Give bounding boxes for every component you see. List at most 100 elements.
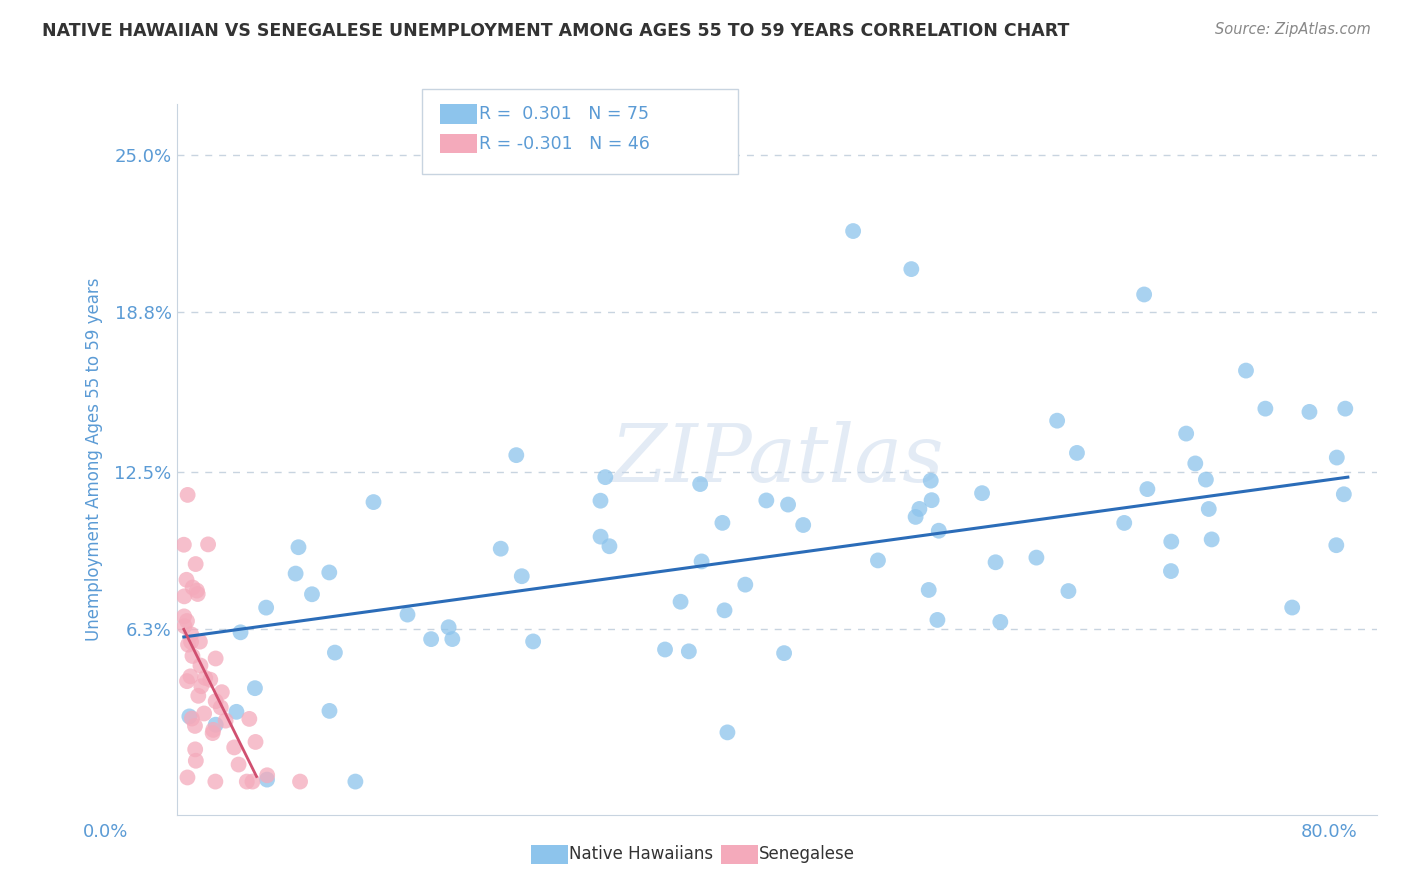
Point <box>184 719 207 733</box>
Point <box>1025 550 1047 565</box>
Point <box>1254 401 1277 416</box>
Point <box>866 553 889 567</box>
Point <box>194 671 217 685</box>
Point <box>755 493 778 508</box>
Point <box>918 582 941 597</box>
Point <box>284 566 307 581</box>
Point <box>441 632 464 646</box>
Point <box>689 477 711 491</box>
Point <box>1326 450 1348 465</box>
Point <box>1298 405 1320 419</box>
Point <box>654 642 676 657</box>
Point <box>928 524 950 538</box>
Point <box>225 705 247 719</box>
Point <box>188 634 211 648</box>
Point <box>173 619 195 633</box>
Point <box>256 768 278 782</box>
Point <box>184 742 207 756</box>
Point <box>1184 457 1206 471</box>
Point <box>177 638 200 652</box>
Point <box>179 709 201 723</box>
Point <box>908 502 931 516</box>
Point <box>713 603 735 617</box>
Point <box>301 587 323 601</box>
Point <box>1114 516 1136 530</box>
Point <box>716 725 738 739</box>
Text: Source: ZipAtlas.com: Source: ZipAtlas.com <box>1215 22 1371 37</box>
Text: 80.0%: 80.0% <box>1301 822 1357 840</box>
Text: Senegalese: Senegalese <box>759 845 855 863</box>
Point <box>522 634 544 648</box>
Point <box>927 613 949 627</box>
Point <box>202 723 225 737</box>
Point <box>229 625 252 640</box>
Point <box>197 537 219 551</box>
Point <box>236 774 259 789</box>
Point <box>318 704 340 718</box>
Point <box>984 555 1007 569</box>
Point <box>187 689 209 703</box>
Point <box>711 516 734 530</box>
Point <box>792 518 814 533</box>
Point <box>1175 426 1198 441</box>
Y-axis label: Unemployment Among Ages 55 to 59 years: Unemployment Among Ages 55 to 59 years <box>86 277 103 641</box>
Text: R =  0.301   N = 75: R = 0.301 N = 75 <box>479 105 650 123</box>
Point <box>323 646 346 660</box>
Point <box>1334 401 1357 416</box>
Point <box>288 774 311 789</box>
Point <box>1234 363 1257 377</box>
Point <box>988 615 1011 629</box>
Point <box>224 740 246 755</box>
Point <box>1195 473 1218 487</box>
Text: R = -0.301   N = 46: R = -0.301 N = 46 <box>479 135 651 153</box>
Point <box>242 774 264 789</box>
Point <box>589 530 612 544</box>
Point <box>190 658 212 673</box>
Point <box>184 557 207 571</box>
Point <box>970 486 993 500</box>
Point <box>778 498 800 512</box>
Point <box>184 754 207 768</box>
Point <box>1160 534 1182 549</box>
Point <box>505 448 527 462</box>
Point <box>176 614 198 628</box>
Point <box>921 493 943 508</box>
Point <box>193 706 215 721</box>
Point <box>489 541 512 556</box>
Point <box>420 632 443 647</box>
Point <box>396 607 419 622</box>
Point <box>1160 564 1182 578</box>
Point <box>190 679 212 693</box>
Point <box>204 694 226 708</box>
Point <box>1066 446 1088 460</box>
Point <box>186 583 208 598</box>
Point <box>1057 584 1080 599</box>
Point <box>1133 287 1156 301</box>
Point <box>678 644 700 658</box>
Point <box>510 569 533 583</box>
Point <box>245 735 267 749</box>
Point <box>176 488 198 502</box>
Point <box>287 540 309 554</box>
Point <box>842 224 865 238</box>
Point <box>209 700 232 714</box>
Point <box>1333 487 1355 501</box>
Point <box>200 673 222 687</box>
Point <box>900 262 922 277</box>
Point <box>204 651 226 665</box>
Point <box>243 681 266 695</box>
Point <box>173 538 195 552</box>
Point <box>238 712 260 726</box>
Point <box>254 600 277 615</box>
Point <box>211 685 233 699</box>
Point <box>180 627 202 641</box>
Point <box>180 635 202 649</box>
Point <box>669 595 692 609</box>
Point <box>437 620 460 634</box>
Point <box>179 669 201 683</box>
Point <box>318 566 340 580</box>
Point <box>228 757 250 772</box>
Text: 0.0%: 0.0% <box>83 822 128 840</box>
Point <box>201 726 224 740</box>
Point <box>904 509 927 524</box>
